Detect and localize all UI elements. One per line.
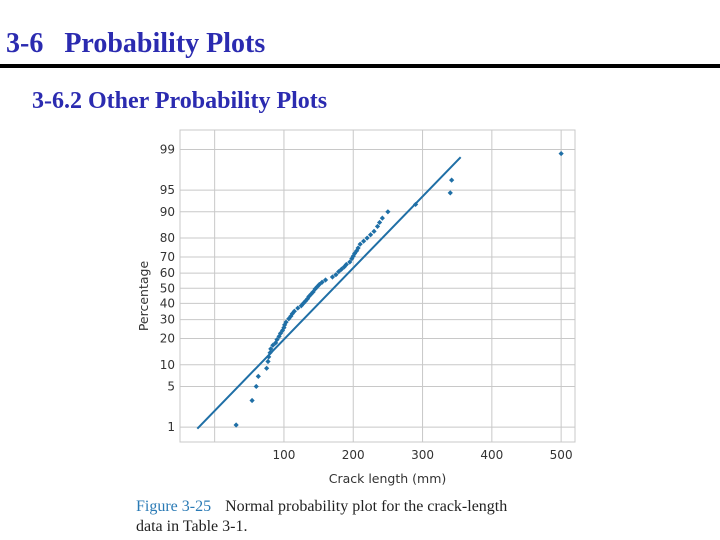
data-point	[279, 327, 286, 334]
data-point	[268, 346, 274, 352]
y-tick-label: 40	[160, 296, 175, 310]
title-divider	[0, 64, 720, 68]
y-tick-label: 60	[160, 266, 175, 280]
y-tick-label: 20	[160, 332, 175, 346]
x-tick-label: 200	[342, 448, 365, 462]
data-point	[374, 223, 381, 230]
x-tick-label: 500	[550, 448, 573, 462]
fitted-line	[196, 156, 462, 430]
data-point	[558, 150, 564, 157]
slide-subtitle: 3-6.2 Other Probability Plots	[32, 88, 328, 114]
y-tick-label: 95	[160, 183, 175, 197]
data-point	[233, 422, 239, 428]
data-point	[319, 279, 325, 285]
caption-line-2: data in Table 3-1.	[136, 518, 248, 535]
data-point	[338, 266, 345, 272]
figure-caption: Figure 3-25 Normal probability plot for t…	[136, 497, 586, 537]
data-point	[347, 259, 353, 265]
y-tick-label: 90	[160, 205, 175, 219]
data-point	[385, 209, 391, 215]
x-tick-label: 100	[272, 448, 295, 462]
y-tick-label: 70	[160, 250, 175, 264]
y-tick-label: 5	[167, 379, 175, 393]
data-point	[291, 308, 297, 314]
data-point	[449, 177, 455, 183]
y-tick-label: 80	[160, 231, 175, 245]
y-tick-label: 30	[160, 313, 175, 327]
data-point	[355, 245, 361, 251]
data-point	[413, 201, 419, 208]
data-point	[283, 319, 289, 325]
data-point	[343, 261, 349, 268]
data-point	[308, 291, 314, 297]
x-tick-label: 400	[480, 448, 503, 462]
figure-number: Figure 3-25	[136, 498, 212, 515]
x-tick-label: 300	[411, 448, 434, 462]
data-point	[379, 215, 385, 221]
slide-title: 3-6 Probability Plots	[6, 28, 266, 59]
y-tick-label: 99	[160, 142, 175, 156]
plot-area	[179, 129, 576, 443]
y-tick-label: 1	[167, 420, 175, 434]
y-tick-label: 50	[160, 281, 175, 295]
data-point	[447, 190, 453, 196]
caption-line-1: Normal probability plot for the crack-le…	[225, 498, 508, 515]
y-tick-label: 10	[160, 358, 175, 372]
x-axis-label: Crack length (mm)	[329, 471, 447, 486]
data-point	[371, 228, 377, 234]
data-point	[249, 397, 255, 404]
y-axis-label: Percentage	[136, 261, 151, 332]
